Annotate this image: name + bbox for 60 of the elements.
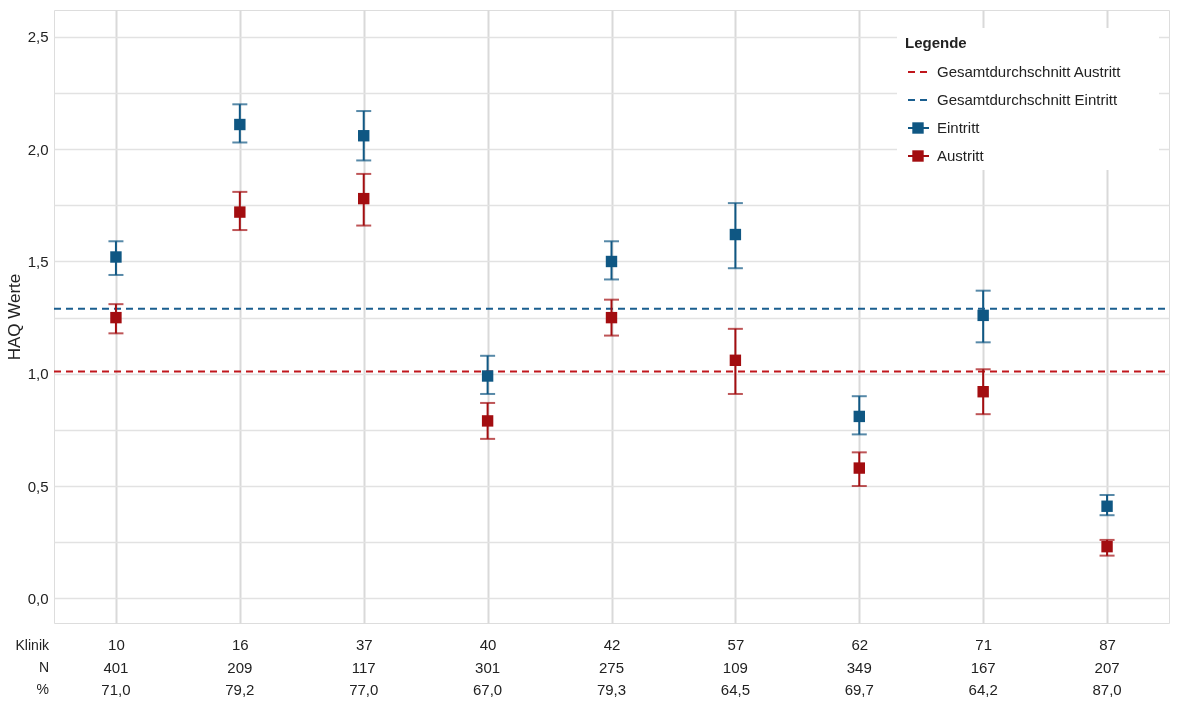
point [853,410,865,423]
text: 64,5 [720,681,750,698]
point [481,370,494,382]
point [110,251,122,263]
point [234,118,246,131]
text: 209 [227,659,253,676]
point [358,130,370,142]
point [977,309,989,322]
text: 71,0 [101,681,131,698]
text: 77,0 [349,681,379,698]
text: 207 [1094,659,1120,676]
y-tick-label: 2,5 [27,28,49,46]
x-tick-label: 40 [479,635,497,653]
legend-label: Austritt [937,147,985,164]
text: % [36,681,49,697]
text: 87,0 [1092,681,1122,698]
x-tick-label: 71 [975,635,993,653]
x-tick-label: 87 [1099,635,1116,653]
y-tick-label: 1,5 [27,252,49,270]
legend-label: Eintritt [937,119,981,136]
point [729,354,742,366]
text: 349 [846,659,872,676]
text: 401 [103,659,129,676]
y-tick-label: 0,0 [27,589,49,607]
x-tick-label: 10 [108,635,125,653]
x-tick-label: 57 [727,635,745,653]
text: 64,2 [968,681,998,698]
y-axis-title: HAQ Werte [4,273,24,361]
text: 79,3 [596,681,627,698]
x-tick-label: 16 [231,635,249,653]
point [110,311,122,324]
text: 79,2 [225,681,255,698]
text: 117 [351,659,376,676]
x-tick-label: 37 [355,635,373,653]
point [977,386,989,398]
point [481,415,494,427]
legend-label: Gesamtdurchschnitt Eintritt [937,91,1118,108]
legend-label: Gesamtdurchschnitt Austritt [937,63,1122,80]
point [1101,540,1113,553]
y-tick-label: 1,0 [27,365,49,383]
x-axis-title: Klinik [15,637,50,653]
text: N [38,659,49,675]
y-tick-label: 2,0 [27,140,49,158]
point [729,228,742,241]
text: 69,7 [844,681,874,698]
point [234,206,246,218]
legend-title: Legende [905,34,967,51]
y-tick-label: 0,5 [27,477,49,495]
point [853,462,865,474]
point [358,192,370,205]
text: 67,0 [473,681,503,698]
point [605,255,618,268]
x-tick-label: 62 [851,635,869,653]
text: 109 [722,659,748,676]
x-tick-label: 42 [603,635,621,653]
text: 275 [598,659,625,676]
point [1101,500,1113,512]
text: 301 [475,659,501,676]
point [605,311,618,324]
text: 167 [970,659,996,676]
